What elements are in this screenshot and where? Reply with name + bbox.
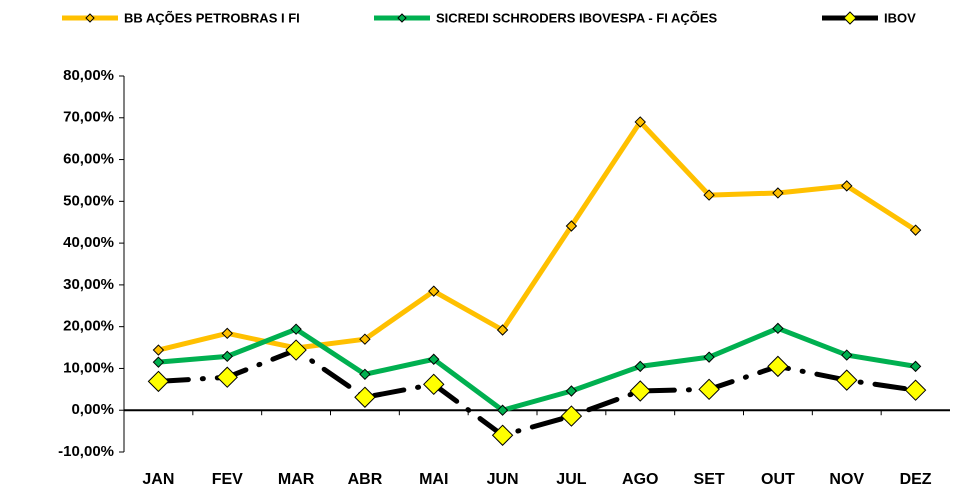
series-line xyxy=(155,325,919,413)
point-marker xyxy=(904,379,927,401)
point-marker xyxy=(703,351,715,363)
y-tick-label: 80,00% xyxy=(63,67,114,84)
point-marker xyxy=(147,370,170,393)
x-tick-label: JUL xyxy=(556,471,586,488)
point-marker xyxy=(221,327,233,340)
point-marker xyxy=(836,369,858,391)
legend-label: IBOV xyxy=(884,10,916,25)
point-marker xyxy=(772,322,784,335)
series-line xyxy=(155,119,919,353)
x-tick-label: JUN xyxy=(487,471,519,488)
point-marker xyxy=(359,333,371,345)
point-marker xyxy=(354,386,376,408)
y-tick-label: 0,00% xyxy=(71,401,114,418)
x-tick-label: OUT xyxy=(761,471,795,488)
x-tick-label: MAR xyxy=(278,471,315,488)
y-tick-label: 40,00% xyxy=(63,234,114,251)
point-marker xyxy=(152,356,165,368)
point-marker xyxy=(428,285,440,297)
point-marker xyxy=(359,368,371,381)
legend-marker xyxy=(843,11,857,25)
x-tick-label: JAN xyxy=(142,471,174,488)
y-tick-label: 70,00% xyxy=(63,109,114,126)
legend-marker xyxy=(397,13,407,23)
x-tick-label: ABR xyxy=(348,471,383,488)
point-marker xyxy=(772,187,784,199)
point-marker xyxy=(565,220,578,232)
point-marker xyxy=(841,180,853,192)
point-marker xyxy=(152,344,165,356)
point-marker xyxy=(703,189,715,201)
point-marker xyxy=(290,323,302,335)
point-marker xyxy=(698,378,720,401)
x-tick-label: NOV xyxy=(829,471,864,488)
point-marker xyxy=(496,404,509,416)
point-marker xyxy=(560,405,583,427)
point-marker xyxy=(565,385,578,397)
legend-label: BB AÇÕES PETROBRAS I FI xyxy=(124,10,300,25)
point-marker xyxy=(767,355,789,378)
y-tick-label: 60,00% xyxy=(63,151,114,168)
point-marker xyxy=(629,380,651,402)
point-marker xyxy=(285,339,307,361)
point-marker xyxy=(634,360,646,373)
legend-label: SICREDI SCHRODERS IBOVESPA - FI AÇÕES xyxy=(436,10,718,25)
point-marker xyxy=(428,353,440,365)
x-tick-label: AGO xyxy=(622,471,658,488)
y-tick-label: 50,00% xyxy=(63,192,114,209)
x-tick-label: DEZ xyxy=(900,471,932,488)
point-marker xyxy=(496,324,509,336)
y-tick-label: -10,00% xyxy=(58,443,114,460)
x-tick-label: FEV xyxy=(212,471,243,488)
x-tick-label: MAI xyxy=(419,471,448,488)
point-marker xyxy=(423,373,445,396)
point-marker xyxy=(221,350,233,363)
point-marker xyxy=(909,224,922,236)
x-tick-label: SET xyxy=(694,471,725,488)
y-tick-label: 30,00% xyxy=(63,276,114,293)
series-line xyxy=(155,347,919,438)
point-marker xyxy=(634,116,646,128)
y-tick-label: 20,00% xyxy=(63,318,114,335)
point-marker xyxy=(841,349,853,361)
y-tick-label: 10,00% xyxy=(63,359,114,376)
point-marker xyxy=(216,366,238,388)
point-marker xyxy=(909,360,922,373)
legend-marker xyxy=(85,13,95,23)
point-marker xyxy=(491,424,514,446)
